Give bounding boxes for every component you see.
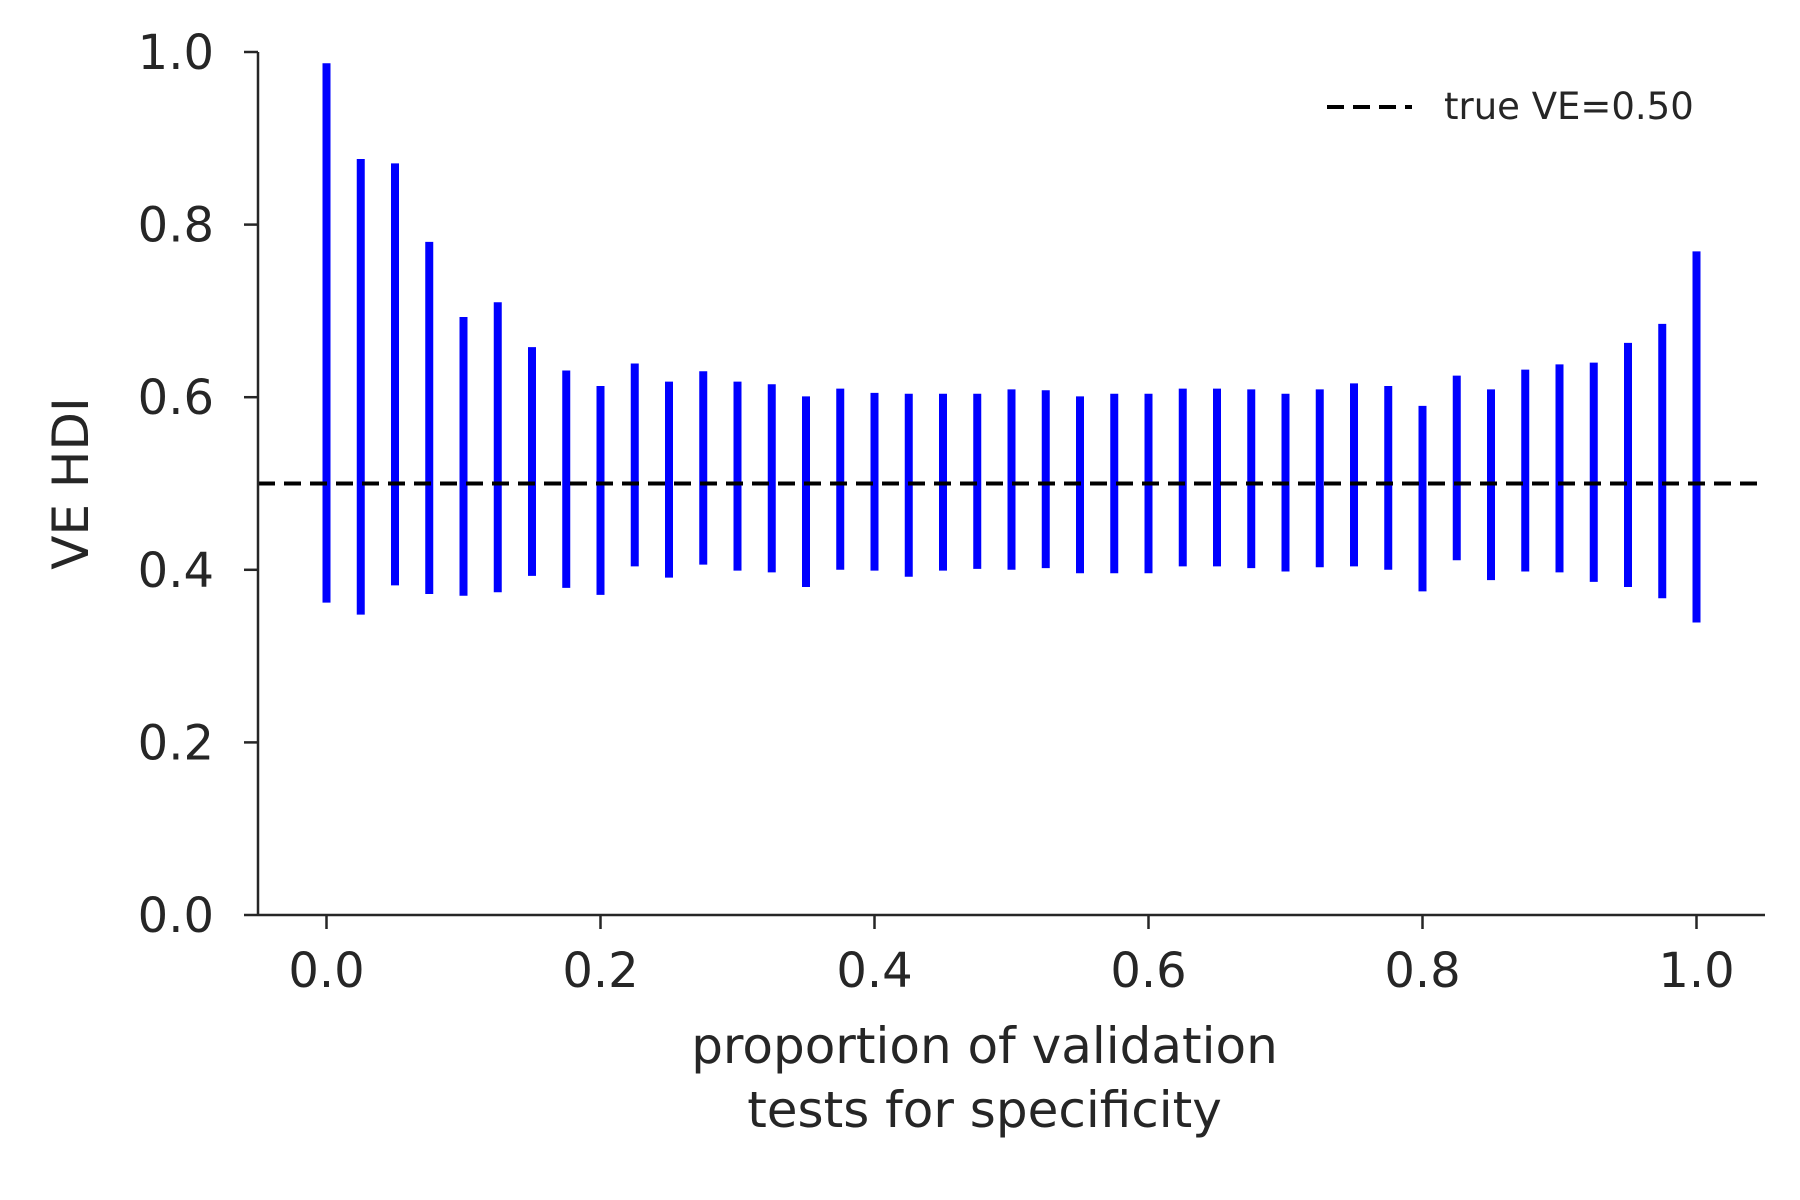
y-tick-label: 0.6	[138, 370, 214, 426]
x-tick-label: 0.8	[1384, 943, 1460, 999]
y-tick-label: 0.8	[138, 198, 214, 254]
x-axis-label-line-1: proportion of validation	[691, 1017, 1278, 1075]
x-tick-label: 0.0	[288, 943, 364, 999]
x-tick-label: 0.4	[836, 943, 912, 999]
y-axis-label: VE HDI	[42, 397, 100, 570]
x-tick-label: 0.6	[1110, 943, 1186, 999]
y-tick-label: 0.2	[138, 715, 214, 771]
y-tick-label: 0.0	[138, 888, 214, 944]
legend: true VE=0.50	[1327, 85, 1694, 128]
hdi-bars	[322, 63, 1701, 623]
legend-label: true VE=0.50	[1444, 85, 1694, 128]
x-tick-label: 1.0	[1658, 943, 1734, 999]
x-axis-label-line-2: tests for specificity	[747, 1081, 1222, 1139]
y-tick-label: 1.0	[138, 25, 214, 81]
y-tick-label: 0.4	[138, 543, 214, 599]
axes: 0.0 0.2 0.4 0.6 0.8 1.0 0.0 0.2 0.4 0.6 0.8 1.0	[138, 25, 1765, 999]
x-tick-label: 0.2	[562, 943, 638, 999]
